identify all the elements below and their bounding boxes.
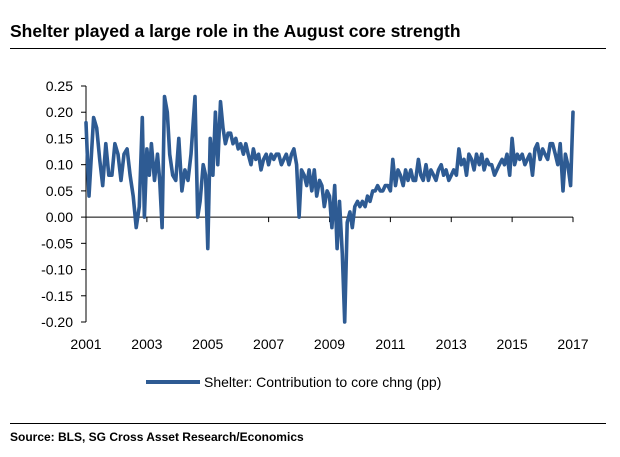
y-tick-label: 0.00 [46,209,73,225]
title-rule [10,48,606,49]
y-tick-label: -0.15 [41,288,73,304]
line-chart: 0.25 0.20 0.15 0.10 0.05 0.00 -0.05 -0.10 -0.15 -… [41,78,589,390]
footer-rule [10,423,606,424]
x-tick-label: 2015 [497,336,528,352]
y-tick-label: 0.20 [46,104,73,120]
y-tick-label: -0.20 [41,314,73,330]
y-axis: 0.25 0.20 0.15 0.10 0.05 0.00 -0.05 -0.10 -0.15 -… [41,78,87,330]
x-tick-label: 2005 [192,336,223,352]
x-tick-label: 2013 [436,336,467,352]
x-tick-label: 2009 [314,336,345,352]
x-tick-label: 2007 [253,336,284,352]
x-tick-label: 2003 [131,336,162,352]
y-tick-label: 0.10 [46,157,73,173]
series-layer [84,94,575,324]
chart-title: Shelter played a large role in the Augus… [10,21,461,41]
source-note: Source: BLS, SG Cross Asset Research/Eco… [10,430,304,444]
y-tick-label: 0.25 [46,78,73,94]
x-tick-label: 2011 [375,336,405,352]
x-axis: 2001 2003 2005 2007 2009 2011 2013 2015 2017 [70,216,589,352]
legend: Shelter: Contribution to core chng (pp) [146,374,441,390]
x-tick-label: 2001 [70,336,101,352]
y-tick-label: -0.05 [41,235,73,251]
y-tick-label: 0.05 [46,183,73,199]
y-tick-label: -0.10 [41,262,73,278]
y-tick-label: 0.15 [46,130,73,146]
legend-label: Shelter: Contribution to core chng (pp) [204,374,441,390]
x-tick-label: 2017 [557,336,588,352]
series-line-shelter [84,94,575,324]
